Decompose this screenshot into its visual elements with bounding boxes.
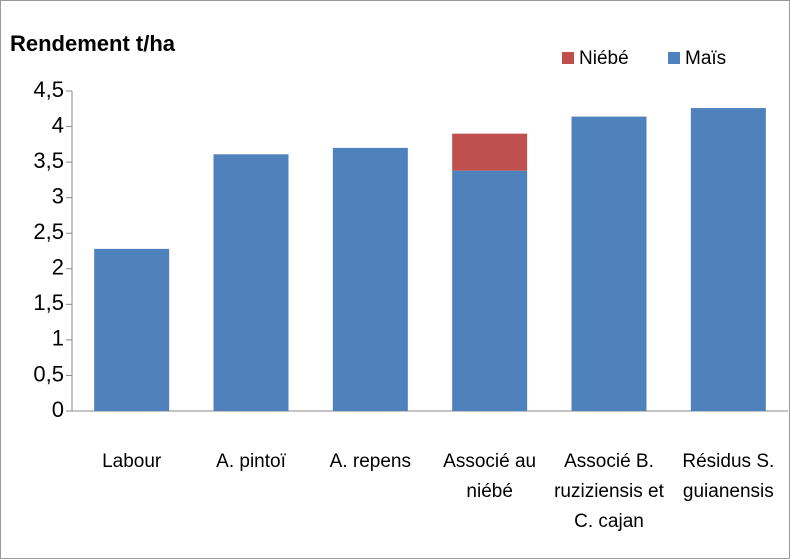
bar-segment [213, 154, 289, 412]
bar-segment [571, 116, 647, 411]
y-tick-label: 2 [52, 255, 64, 280]
legend-swatch [668, 52, 680, 64]
legend-label: Maïs [685, 48, 726, 69]
y-tick-label: 0 [52, 397, 64, 422]
chart-title: Rendement t/ha [10, 31, 176, 56]
y-tick-label: 0,5 [33, 361, 64, 386]
x-tick-label: Associé B. ruziziensis et C. cajan [554, 451, 664, 532]
bar-segment [452, 133, 528, 171]
bar-segment [690, 108, 766, 412]
x-tick-label: Associé au niébé [443, 451, 537, 502]
y-tick-label: 4,5 [33, 77, 64, 102]
bar-segment [332, 147, 408, 411]
bar-segment [94, 248, 170, 411]
legend-label: Niébé [579, 48, 629, 69]
x-tick-label: A. repens [329, 451, 411, 472]
x-tick-label: Résidus S. guianensis [682, 451, 775, 502]
y-tick-label: 3,5 [33, 148, 64, 173]
x-tick-label: A. pintoï [216, 451, 286, 472]
y-tick-label: 3 [52, 183, 64, 208]
y-tick-label: 1 [52, 326, 64, 351]
y-tick-label: 2,5 [33, 219, 64, 244]
x-tick-label: Labour [102, 451, 162, 472]
bar-segment [452, 170, 528, 411]
y-tick-label: 4 [52, 112, 64, 137]
legend-swatch [562, 52, 574, 64]
y-tick-label: 1,5 [33, 290, 64, 315]
